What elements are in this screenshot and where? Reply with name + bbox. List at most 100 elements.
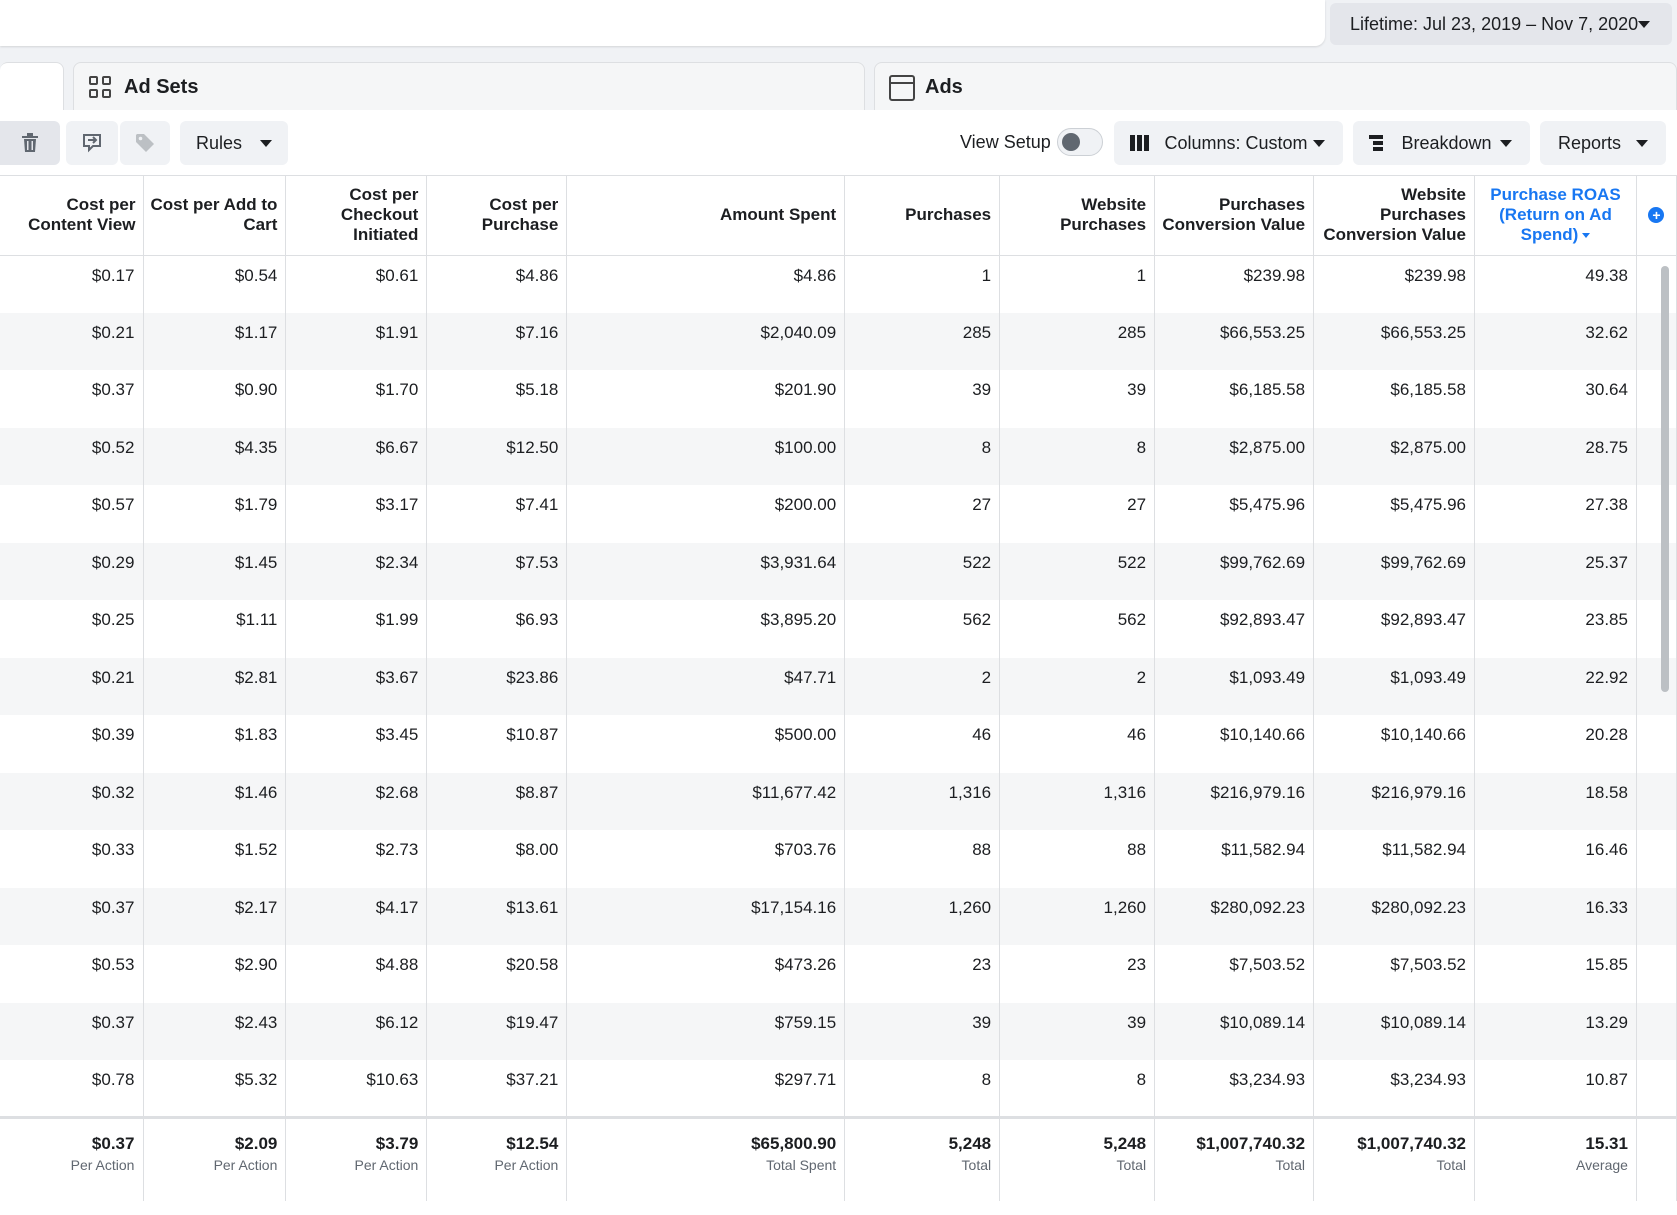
table-cell: $10,140.66 [1154,715,1315,773]
table-row[interactable]: $0.37 $0.90 $1.70 $5.18 $201.90 39 39 $6,185.58… [0,370,1677,428]
date-range-button[interactable]: Lifetime: Jul 23, 2019 – Nov 7, 2020 [1330,3,1672,45]
column-header[interactable]: Purchases Conversion Value [1154,176,1315,256]
table-cell-empty [1636,485,1677,543]
rules-button[interactable]: Rules [180,121,288,165]
tab-ads[interactable]: Ads [874,62,1677,112]
table-cell: $10.63 [285,1060,428,1118]
table-row[interactable]: $0.39 $1.83 $3.45 $10.87 $500.00 46 46 $10,140.… [0,715,1677,773]
column-header-label: Cost per Content View [28,195,136,235]
table-row[interactable]: $0.17 $0.54 $0.61 $4.86 $4.86 1 1 $239.98 $239.9… [0,255,1677,313]
table-cell: $5.32 [143,1060,287,1118]
table-cell: $239.98 [1313,255,1476,313]
table-cell: $47.71 [566,657,846,715]
total-cell: 5,248 Total [999,1116,1156,1201]
total-label: Per Action [70,1157,135,1173]
table-cell: 22.92 [1474,657,1637,715]
table-cell: 285 [844,312,1001,370]
column-header[interactable]: Website Purchases Conversion Value [1313,176,1476,256]
table-row[interactable]: $0.21 $1.17 $1.91 $7.16 $2,040.09 285 285 $66,5… [0,312,1677,370]
duplicate-button[interactable] [66,121,118,165]
table-cell: $1.83 [143,715,287,773]
table-row[interactable]: $0.53 $2.90 $4.88 $20.58 $473.26 23 23 $7,503.5… [0,945,1677,1003]
table-cell: 285 [999,312,1156,370]
table-row[interactable]: $0.57 $1.79 $3.17 $7.41 $200.00 27 27 $5,475.96… [0,485,1677,543]
table-cell-empty [1636,542,1677,600]
vertical-scrollbar[interactable] [1661,266,1669,692]
table-cell: 28.75 [1474,427,1637,485]
breakdown-label: Breakdown [1401,132,1492,153]
table-cell: $2,040.09 [566,312,846,370]
total-cell: $65,800.90 Total Spent [566,1116,846,1201]
sort-descending-icon[interactable] [1582,233,1591,239]
metrics-table: Cost per Content View Cost per Add to Car… [0,176,1677,1201]
table-cell: $0.33 [0,830,145,888]
column-header-label: Amount Spent [720,205,837,225]
tab-ads-label: Ads [925,76,963,98]
table-cell: $4.88 [285,945,428,1003]
chevron-down-icon [1312,139,1325,147]
tab-campaigns[interactable] [0,62,64,112]
total-cell: $3.79 Per Action [285,1116,428,1201]
table-cell: $0.29 [0,542,145,600]
trash-icon [22,133,38,152]
add-column-icon[interactable]: + [1648,207,1665,224]
total-label: Total [1275,1157,1306,1173]
table-cell: $100.00 [566,427,846,485]
table-row[interactable]: $0.29 $1.45 $2.34 $7.53 $3,931.64 522 522 $99,7… [0,542,1677,600]
table-cell: $99,762.69 [1154,542,1315,600]
tag-button[interactable] [120,121,170,165]
delete-button[interactable] [0,121,60,165]
table-cell: $1.79 [143,485,287,543]
table-cell: $2.43 [143,1002,287,1060]
column-header[interactable]: Cost per Add to Cart [143,176,287,256]
table-cell-empty [1636,312,1677,370]
table-cell: 27 [844,485,1001,543]
table-cell: $3,895.20 [566,600,846,658]
table-row[interactable]: $0.25 $1.11 $1.99 $6.93 $3,895.20 562 562 $92,8… [0,600,1677,658]
table-row[interactable]: $0.78 $5.32 $10.63 $37.21 $297.71 8 8 $3,234.93… [0,1060,1677,1118]
table-cell: $99,762.69 [1313,542,1476,600]
table-cell: 30.64 [1474,370,1637,428]
table-row[interactable]: $0.32 $1.46 $2.68 $8.87 $11,677.42 1,316 1,316… [0,772,1677,830]
total-value: $65,800.90 [751,1134,837,1153]
tag-icon [136,134,154,152]
table-cell: 49.38 [1474,255,1637,313]
columns-button[interactable]: Columns: Custom [1114,121,1343,165]
scrollbar-thumb[interactable] [1661,266,1669,692]
breakdown-button[interactable]: Breakdown [1353,121,1530,165]
table-cell: 39 [999,370,1156,428]
table-cell: $1.45 [143,542,287,600]
tab-ad-sets[interactable]: Ad Sets [73,62,865,112]
table-cell: 13.29 [1474,1002,1637,1060]
column-header[interactable]: Cost per Checkout Initiated [285,176,428,256]
column-header[interactable]: Cost per Content View [0,176,145,256]
column-header[interactable]: Amount Spent [566,176,846,256]
columns-icon [1130,135,1149,151]
table-cell: 8 [999,1060,1156,1118]
column-header[interactable]: Cost per Purchase [426,176,568,256]
table-cell: $1.99 [285,600,428,658]
total-cell: $0.37 Per Action [0,1116,145,1201]
filter-bar[interactable] [0,0,1325,46]
table-cell: 16.46 [1474,830,1637,888]
chevron-down-icon [260,139,272,147]
table-row[interactable]: $0.37 $2.43 $6.12 $19.47 $759.15 39 39 $10,089.… [0,1002,1677,1060]
view-setup-toggle[interactable] [1057,128,1103,156]
table-cell: $23.86 [426,657,568,715]
table-cell: 1,260 [999,887,1156,945]
column-header[interactable]: Website Purchases [999,176,1156,256]
duplicate-icon [83,134,101,153]
table-cell-empty [1636,427,1677,485]
table-cell: $7.16 [426,312,568,370]
table-row[interactable]: $0.21 $2.81 $3.67 $23.86 $47.71 2 2 $1,093.49 $1… [0,657,1677,715]
reports-button[interactable]: Reports [1540,121,1666,165]
table-row[interactable]: $0.37 $2.17 $4.17 $13.61 $17,154.16 1,260 1,26… [0,887,1677,945]
table-cell: $10,089.14 [1154,1002,1315,1060]
table-row[interactable]: $0.33 $1.52 $2.73 $8.00 $703.76 88 88 $11,582.9… [0,830,1677,888]
table-cell: 8 [844,1060,1001,1118]
table-cell: $5,475.96 [1313,485,1476,543]
column-header[interactable]: Purchases [844,176,1001,256]
table-cell: $6.12 [285,1002,428,1060]
column-header-sorted[interactable]: Purchase ROAS (Return on Ad Spend) [1474,176,1637,256]
table-row[interactable]: $0.52 $4.35 $6.67 $12.50 $100.00 8 8 $2,875.00 $… [0,427,1677,485]
